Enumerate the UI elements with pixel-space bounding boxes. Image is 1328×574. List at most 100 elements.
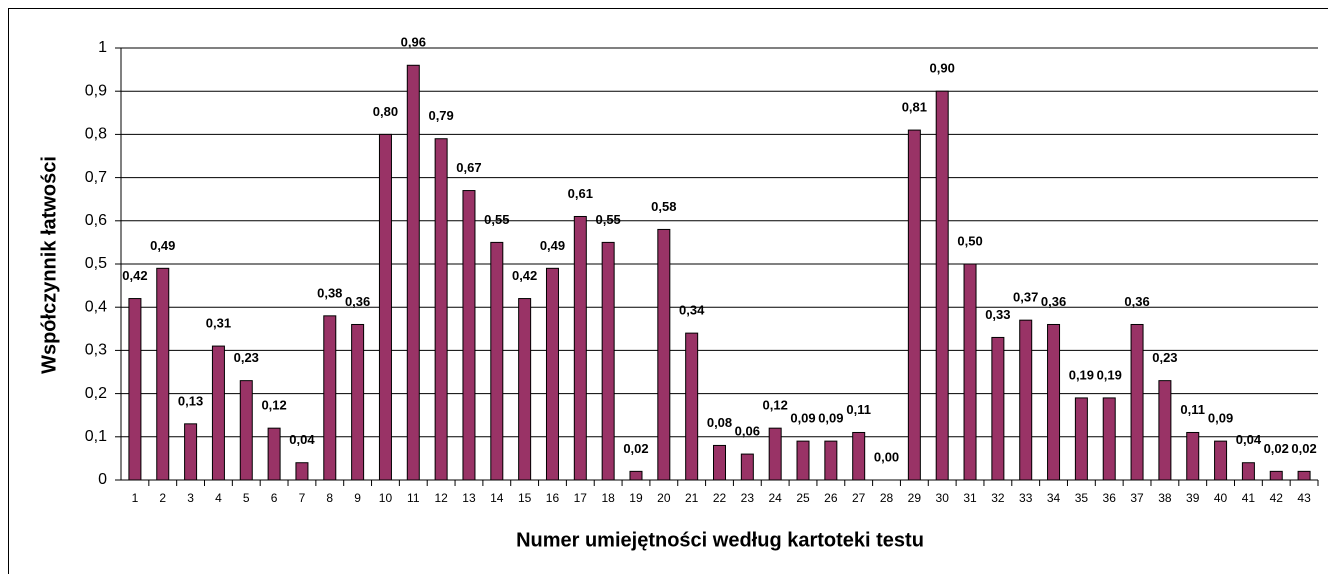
data-label: 0,19 [1097, 367, 1122, 382]
x-tick-label: 3 [187, 491, 194, 505]
bar [1186, 431, 1200, 481]
data-label: 0,04 [1236, 432, 1262, 447]
bar [1074, 397, 1088, 481]
bar [406, 64, 420, 481]
y-axis-label: Współczynnik łatwości [38, 156, 60, 374]
x-tick-label: 12 [434, 491, 448, 505]
y-tick-label: 0,9 [85, 82, 107, 99]
bar [740, 453, 754, 481]
data-label: 0,11 [1180, 402, 1205, 417]
x-tick-label: 42 [1270, 491, 1284, 505]
data-label: 0,42 [122, 268, 147, 283]
y-tick-label: 0,2 [85, 385, 107, 402]
x-tick-label: 14 [490, 491, 504, 505]
data-label: 0,55 [484, 212, 509, 227]
bar [211, 345, 225, 481]
data-label: 0,81 [902, 100, 927, 115]
x-tick-label: 1 [132, 491, 139, 505]
bar [1019, 319, 1033, 481]
data-label: 0,09 [818, 411, 843, 426]
bar [1047, 323, 1061, 481]
y-tick-label: 1 [98, 39, 107, 56]
bar [1297, 470, 1311, 481]
x-tick-label: 13 [462, 491, 476, 505]
data-label: 0,58 [651, 199, 676, 214]
y-tick-label: 0,7 [85, 169, 107, 186]
x-tick-label: 29 [908, 491, 922, 505]
bar [295, 462, 309, 481]
data-label: 0,08 [707, 415, 732, 430]
y-tick-label: 0,5 [85, 255, 107, 272]
data-label: 0,02 [1264, 441, 1289, 456]
data-label: 0,19 [1069, 367, 1094, 382]
data-label: 0,55 [595, 212, 620, 227]
x-tick-label: 2 [159, 491, 166, 505]
bar [713, 444, 726, 481]
bar [907, 129, 921, 481]
data-label: 0,49 [150, 238, 175, 253]
bar [267, 427, 281, 481]
x-tick-label: 43 [1297, 491, 1311, 505]
bar [657, 228, 671, 481]
bar [796, 440, 810, 481]
bar [1241, 462, 1255, 481]
x-tick-label: 20 [657, 491, 671, 505]
bar [685, 332, 699, 481]
x-tick-label: 23 [741, 491, 755, 505]
x-tick-label: 31 [963, 491, 977, 505]
bar [434, 138, 448, 481]
data-label: 0,50 [957, 233, 982, 248]
data-label: 0,02 [1291, 441, 1316, 456]
data-label: 0,00 [874, 449, 899, 464]
data-label: 0,36 [1041, 294, 1066, 309]
bar [545, 267, 559, 481]
x-tick-label: 33 [1019, 491, 1033, 505]
x-tick-label: 4 [215, 491, 222, 505]
bar [1158, 380, 1172, 481]
x-tick-label: 36 [1103, 491, 1117, 505]
data-label: 0,36 [1124, 294, 1149, 309]
x-tick-label: 28 [880, 491, 894, 505]
data-label: 0,67 [456, 160, 481, 175]
bar [156, 267, 170, 481]
data-label: 0,12 [261, 398, 286, 413]
x-tick-label: 21 [685, 491, 699, 505]
data-label: 0,13 [178, 393, 203, 408]
data-label: 0,31 [206, 316, 231, 331]
data-label: 0,36 [345, 294, 370, 309]
x-tick-label: 39 [1186, 491, 1200, 505]
data-label: 0,79 [428, 108, 453, 123]
bar [991, 336, 1005, 481]
x-tick-label: 11 [407, 491, 420, 505]
y-tick-label: 0,6 [85, 212, 107, 229]
bar [518, 298, 532, 481]
data-label: 0,37 [1013, 290, 1038, 305]
x-axis-label: Numer umiejętności według kartoteki test… [516, 529, 924, 551]
data-label: 0,23 [1152, 350, 1177, 365]
data-label: 0,96 [401, 35, 426, 50]
bar [128, 298, 142, 481]
data-label: 0,38 [317, 285, 342, 300]
bar [184, 423, 198, 481]
data-label: 0,09 [1208, 411, 1233, 426]
data-label: 0,61 [568, 186, 593, 201]
bar [239, 380, 253, 481]
y-tick-label: 0,4 [85, 298, 107, 315]
y-tick-label: 0 [98, 471, 107, 488]
bar [1269, 470, 1283, 481]
data-label: 0,42 [512, 268, 537, 283]
data-label: 0,11 [846, 402, 871, 417]
bar [351, 323, 365, 481]
data-label: 0,33 [985, 307, 1010, 322]
x-tick-label: 38 [1158, 491, 1172, 505]
x-tick-label: 19 [629, 491, 643, 505]
bar [768, 427, 782, 481]
data-label: 0,09 [790, 411, 815, 426]
x-tick-label: 9 [354, 491, 361, 505]
bar [852, 431, 866, 481]
x-tick-label: 22 [713, 491, 727, 505]
data-label: 0,06 [735, 424, 760, 439]
bar [573, 215, 587, 481]
x-tick-label: 7 [299, 491, 306, 505]
